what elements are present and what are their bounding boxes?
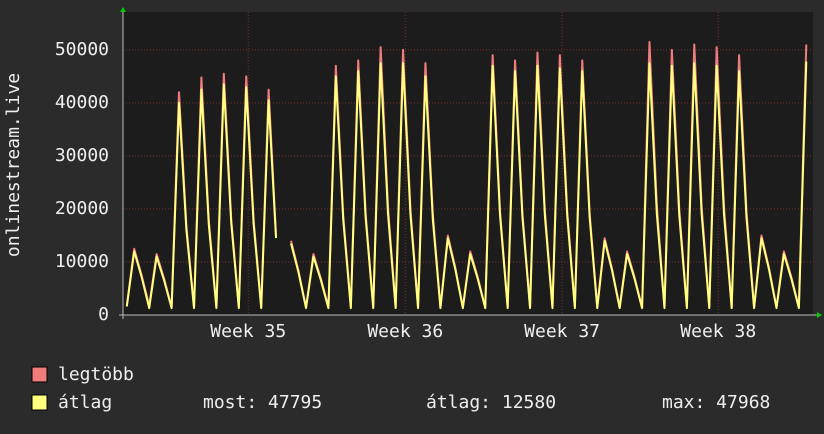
legend-stat: max: 47968	[662, 392, 770, 413]
arrow	[817, 312, 822, 318]
x-tick-label: Week 36	[367, 321, 443, 342]
y-tick-label: 30000	[55, 145, 109, 166]
legend-stat: átlag: 12580	[426, 392, 556, 413]
legend-swatch	[31, 366, 48, 383]
y-axis-label: onlinestream.live	[3, 73, 24, 257]
y-tick-label: 20000	[55, 198, 109, 219]
legend-swatch	[31, 394, 48, 411]
x-tick-label: Week 38	[680, 321, 756, 342]
legend-stat: most: 47795	[203, 392, 322, 413]
y-tick-label: 50000	[55, 39, 109, 60]
series-line	[125, 61, 808, 310]
legend-label: átlag	[58, 392, 112, 413]
arrow	[120, 7, 126, 12]
y-tick-label: 40000	[55, 92, 109, 113]
x-tick-label: Week 37	[524, 321, 600, 342]
legend-label: legtöbb	[58, 364, 134, 385]
y-tick-label: 10000	[55, 251, 109, 272]
y-tick-label: 0	[98, 304, 109, 325]
x-tick-label: Week 35	[210, 321, 286, 342]
